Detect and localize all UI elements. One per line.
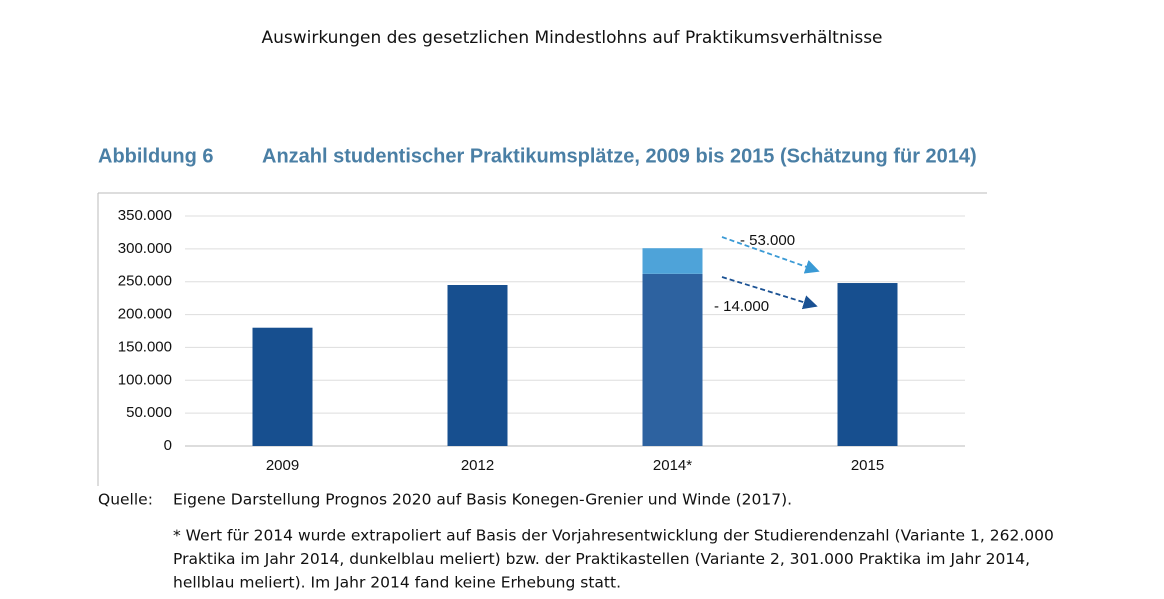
arrow (721, 276, 818, 310)
bar (837, 283, 898, 446)
bar (642, 248, 703, 274)
note-line: Praktika im Jahr 2014, dunkelblau melier… (173, 550, 1030, 568)
annotation: - 14.000 (714, 298, 769, 315)
y-tick-label: 50.000 (126, 404, 172, 421)
figure-title: Anzahl studentischer Praktikumsplätze, 2… (262, 145, 977, 167)
source-label: Quelle: (98, 491, 153, 509)
arrow (721, 236, 820, 274)
chart: 0 50.000 100.000 150.000 200.000 250.000 300.0… (118, 207, 965, 474)
y-tick-label: 200.000 (118, 306, 172, 323)
y-tick-label: 250.000 (118, 273, 172, 290)
note-line: * Wert für 2014 wurde extrapoliert auf B… (173, 527, 1054, 545)
note-line: hellblau meliert). Im Jahr 2014 fand kei… (173, 574, 621, 592)
note: * Wert für 2014 wurde extrapoliert auf B… (173, 527, 1054, 592)
y-tick-label: 300.000 (118, 240, 172, 257)
y-tick-label: 350.000 (118, 207, 172, 224)
y-tick-label: 0 (164, 437, 172, 454)
page-header: Auswirkungen des gesetzlichen Mindestloh… (261, 28, 882, 48)
bar (447, 285, 508, 446)
x-tick-label: 2012 (461, 457, 494, 474)
x-tick-label: 2009 (266, 457, 299, 474)
bar (642, 273, 703, 446)
y-tick-label: 100.000 (118, 371, 172, 388)
x-tick-label: 2015 (851, 457, 884, 474)
source-text: Eigene Darstellung Prognos 2020 auf Basi… (173, 491, 792, 509)
x-tick-label: 2014* (653, 457, 692, 474)
bar (252, 327, 313, 446)
y-tick-label: 150.000 (118, 338, 172, 355)
figure-label: Abbildung 6 (98, 145, 214, 167)
annotation: - 53.000 (740, 232, 795, 249)
